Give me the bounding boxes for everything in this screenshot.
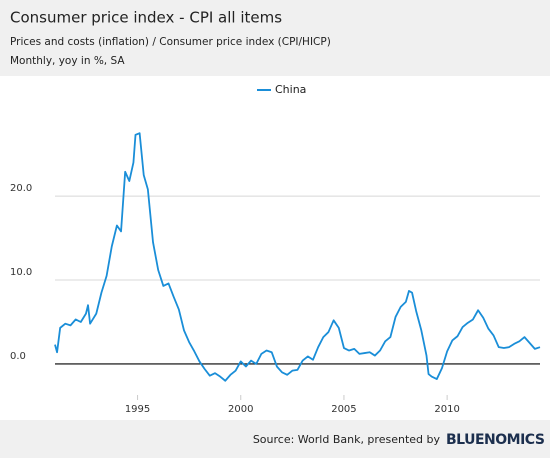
chart-title: Consumer price index - CPI all items (10, 9, 282, 27)
header-background (0, 0, 550, 76)
unit-note: Monthly, yoy in %, SA (10, 55, 125, 67)
x-tick-label: 1995 (125, 404, 150, 415)
logo: BLUENOMICS (446, 432, 545, 448)
legend-label: China (275, 83, 306, 96)
x-tick-label: 2000 (228, 404, 253, 415)
y-tick-label: 20.0 (10, 183, 32, 194)
x-tick-label: 2005 (331, 404, 356, 415)
source-note: Source: World Bank, presented by (253, 433, 441, 446)
chart-subtitle: Prices and costs (inflation) / Consumer … (10, 36, 331, 48)
y-tick-label: 10.0 (10, 267, 32, 278)
y-tick-label: 0.0 (10, 351, 26, 362)
data-line (54, 132, 541, 382)
footer-background (0, 420, 550, 458)
x-tick-label: 2010 (434, 404, 459, 415)
